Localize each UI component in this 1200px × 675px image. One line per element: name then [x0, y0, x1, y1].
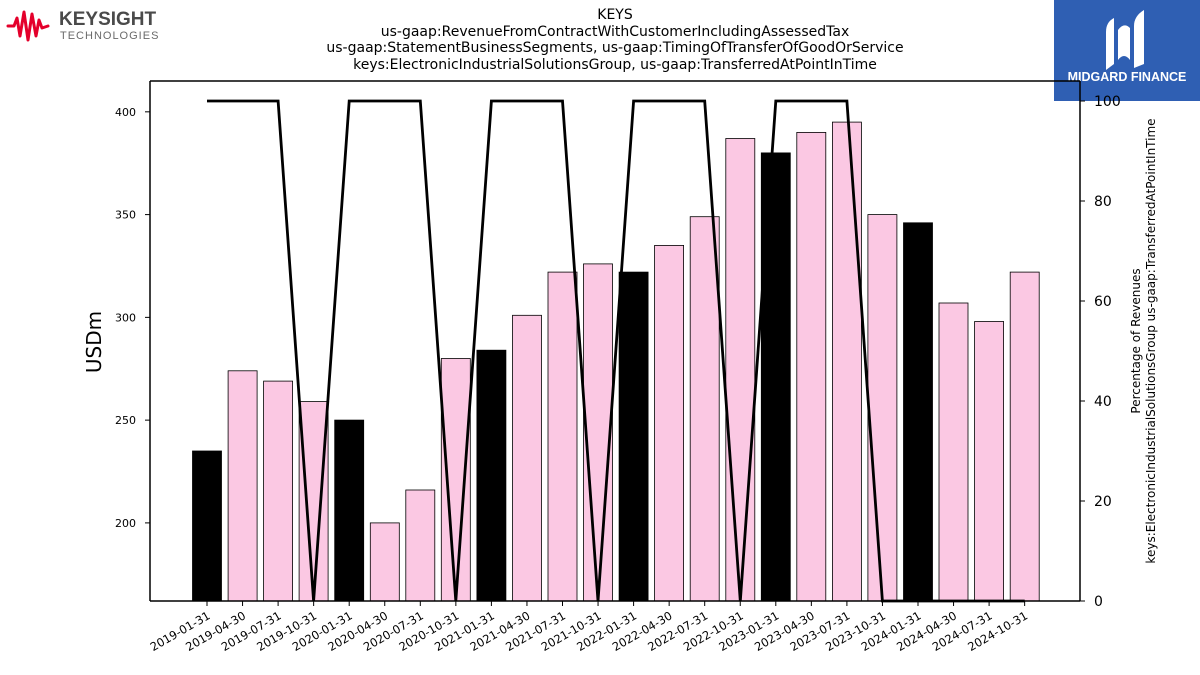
midgard-finance-logo: MIDGARD FINANCE	[1054, 0, 1200, 101]
bar	[583, 263, 613, 602]
keysight-wave-icon	[6, 10, 50, 42]
bar	[547, 271, 578, 602]
bar	[369, 522, 400, 602]
y-tick-label: 400	[115, 106, 136, 119]
chart-title-line-1: KEYS	[597, 7, 633, 23]
bar	[903, 222, 933, 602]
y-axis-label: USDm	[82, 311, 106, 373]
bar	[334, 419, 365, 602]
y2-tick-label: 0	[1094, 594, 1103, 610]
bar	[192, 450, 222, 602]
y-tick-label: 200	[115, 517, 136, 530]
keysight-logo-name: KEYSIGHT	[59, 9, 157, 30]
y2-tick-label: 20	[1094, 494, 1112, 510]
y-tick-label: 250	[115, 414, 136, 427]
bar	[263, 380, 294, 602]
bar	[1009, 271, 1040, 602]
bar	[867, 214, 898, 602]
chart-title-line-4: keys:ElectronicIndustrialSolutionsGroup,…	[353, 56, 877, 73]
y-tick-label: 350	[115, 209, 136, 222]
bar	[440, 358, 471, 602]
bar	[476, 349, 507, 602]
chart-title-line-3: us-gaap:StatementBusinessSegments, us-ga…	[326, 40, 904, 56]
y2-tick-label: 60	[1094, 294, 1112, 310]
y2-tick-label: 100	[1094, 94, 1121, 110]
y2-tick-label: 40	[1094, 394, 1112, 410]
midgard-logo-name: MIDGARD FINANCE	[1068, 70, 1187, 84]
bar	[760, 152, 791, 602]
bar	[512, 314, 542, 602]
percentage-line	[207, 99, 1025, 603]
bar	[974, 321, 1004, 602]
bar	[832, 121, 862, 602]
y-tick-label: 300	[115, 311, 136, 324]
bar	[654, 244, 684, 602]
keysight-logo-sub: TECHNOLOGIES	[60, 30, 159, 42]
y2-tick-label: 80	[1094, 194, 1112, 210]
bar	[938, 302, 969, 602]
midgard-emblem-icon	[1106, 10, 1144, 70]
bar	[796, 131, 827, 602]
bar	[298, 401, 329, 602]
y2-axis-label-line-1: Percentage of Revenues	[1129, 268, 1143, 413]
bar	[725, 138, 756, 602]
y2-axis-label-line-2: keys:ElectronicIndustrialSolutionsGroup …	[1144, 118, 1158, 563]
chart-title-line-2: us-gaap:RevenueFromContractWithCustomerI…	[380, 23, 850, 40]
bar	[618, 271, 649, 602]
bar	[405, 489, 436, 602]
bar	[689, 216, 720, 602]
bar	[227, 370, 258, 602]
keysight-logo: KEYSIGHT TECHNOLOGIES	[6, 9, 159, 42]
chart-title: KEYS us-gaap:RevenueFromContractWithCust…	[250, 7, 980, 73]
